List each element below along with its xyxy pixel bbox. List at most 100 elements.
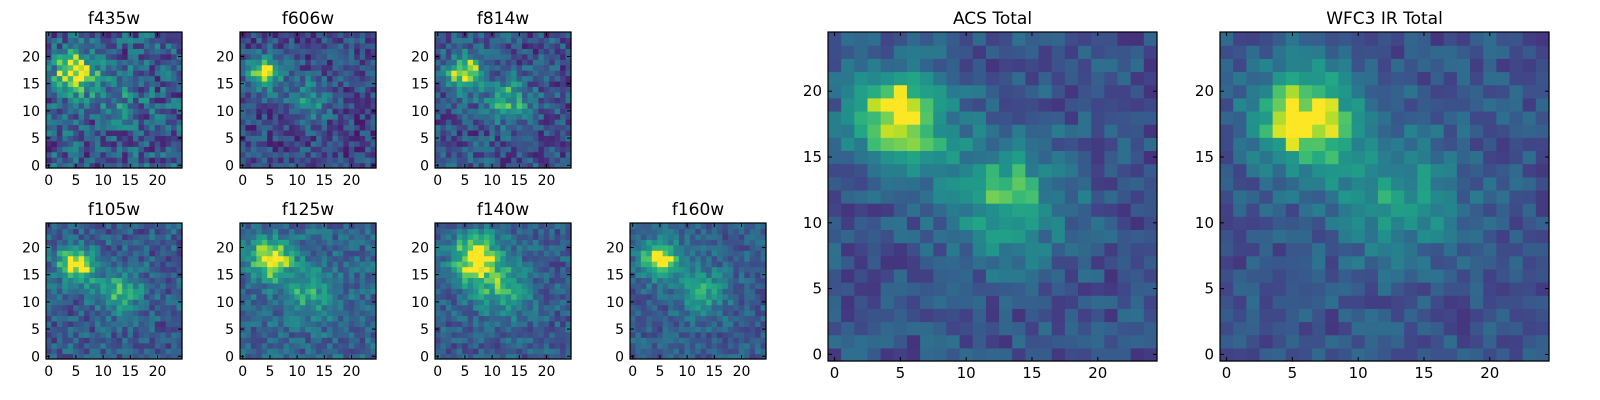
heatmap-cell xyxy=(565,337,572,344)
heatmap-cell xyxy=(321,48,328,55)
heatmap-cell xyxy=(149,315,156,322)
heatmap-cell xyxy=(828,189,842,204)
heatmap-cell xyxy=(84,151,91,158)
heatmap-cell xyxy=(359,108,366,115)
heatmap-cell xyxy=(673,326,680,333)
heatmap-cell xyxy=(456,80,463,87)
heatmap-cell xyxy=(127,42,134,49)
heatmap-cell xyxy=(483,42,490,49)
y-tick-label: 0 xyxy=(420,349,429,365)
heatmap-cell xyxy=(245,310,252,317)
heatmap-cell xyxy=(365,64,372,71)
heatmap-cell xyxy=(299,151,306,158)
heatmap-cell xyxy=(483,140,490,147)
heatmap-cell xyxy=(89,271,96,278)
heatmap-cell xyxy=(321,261,328,268)
heatmap-cell xyxy=(267,233,274,240)
heatmap-cell xyxy=(138,108,145,115)
heatmap-cell xyxy=(549,261,556,268)
heatmap-cell xyxy=(111,299,118,306)
heatmap-cell xyxy=(673,337,680,344)
heatmap-cell xyxy=(133,119,140,126)
heatmap-cell xyxy=(288,353,295,360)
heatmap-cell xyxy=(62,326,69,333)
heatmap-cell xyxy=(354,353,361,360)
heatmap-cell xyxy=(78,113,85,120)
heatmap-cell xyxy=(706,282,713,289)
heatmap-cell xyxy=(62,70,69,77)
heatmap-cell xyxy=(337,75,344,82)
heatmap-cell xyxy=(478,113,485,120)
heatmap-cell xyxy=(711,282,718,289)
y-tick-label: 10 xyxy=(22,104,40,120)
heatmap-cell xyxy=(337,315,344,322)
heatmap-cell xyxy=(749,304,756,311)
heatmap-cell xyxy=(245,293,252,300)
heatmap-cell xyxy=(305,42,312,49)
heatmap-cell xyxy=(554,97,561,104)
heatmap-cell xyxy=(462,310,469,317)
heatmap-cell xyxy=(171,271,178,278)
heatmap-cell xyxy=(116,233,123,240)
heatmap-cell xyxy=(288,162,295,169)
heatmap-cell xyxy=(1025,347,1040,362)
heatmap-cell xyxy=(1051,334,1066,349)
heatmap-cell xyxy=(267,97,274,104)
heatmap-cell xyxy=(56,97,63,104)
heatmap-cell xyxy=(717,255,724,262)
heatmap-cell xyxy=(250,310,257,317)
x-tick-label: 15 xyxy=(510,173,528,189)
heatmap-cell xyxy=(299,271,306,278)
heatmap-cell xyxy=(549,288,556,295)
heatmap-cell xyxy=(84,108,91,115)
heatmap-cell xyxy=(744,239,751,246)
heatmap-cell xyxy=(122,223,129,230)
heatmap-cell xyxy=(456,233,463,240)
heatmap-cell xyxy=(94,80,101,87)
heatmap-cell xyxy=(365,140,372,147)
heatmap-cell xyxy=(100,282,107,289)
heatmap-cell xyxy=(1104,189,1119,204)
heatmap-cell xyxy=(560,271,567,278)
heatmap-cell xyxy=(62,64,69,71)
heatmap-cell xyxy=(343,70,350,77)
heatmap-cell xyxy=(549,80,556,87)
heatmap-cell xyxy=(365,282,372,289)
heatmap-cell xyxy=(365,91,372,98)
heatmap-cell xyxy=(245,151,252,158)
heatmap-cell xyxy=(337,223,344,230)
heatmap-cell xyxy=(662,239,669,246)
heatmap-cell xyxy=(94,348,101,355)
heatmap-cell xyxy=(867,176,882,191)
heatmap-cell xyxy=(154,146,161,153)
heatmap-cell xyxy=(245,304,252,311)
heatmap-cell xyxy=(278,282,285,289)
heatmap-cell xyxy=(310,119,317,126)
heatmap-cell xyxy=(500,146,507,153)
heatmap-cell xyxy=(111,48,118,55)
heatmap-cell xyxy=(1104,216,1119,230)
heatmap-cell xyxy=(327,135,334,142)
heatmap-cell xyxy=(272,97,279,104)
heatmap-cell xyxy=(122,53,129,60)
heatmap-cell xyxy=(348,304,355,311)
heatmap-cell xyxy=(711,348,718,355)
heatmap-cell xyxy=(73,348,80,355)
heatmap-cell xyxy=(171,250,178,257)
heatmap-cell xyxy=(127,282,134,289)
heatmap-cell xyxy=(1130,242,1145,257)
heatmap-cell xyxy=(354,288,361,295)
heatmap-cell xyxy=(365,108,372,115)
heatmap-cell xyxy=(689,239,696,246)
heatmap-cell xyxy=(365,315,372,322)
heatmap-cell xyxy=(73,288,80,295)
heatmap-cell xyxy=(483,64,490,71)
heatmap-cell xyxy=(127,64,134,71)
heatmap-cell xyxy=(354,277,361,284)
heatmap-cell xyxy=(62,304,69,311)
heatmap-cell xyxy=(365,353,372,360)
heatmap-cell xyxy=(700,277,707,284)
heatmap-cell xyxy=(261,37,268,44)
heatmap-cell xyxy=(78,233,85,240)
